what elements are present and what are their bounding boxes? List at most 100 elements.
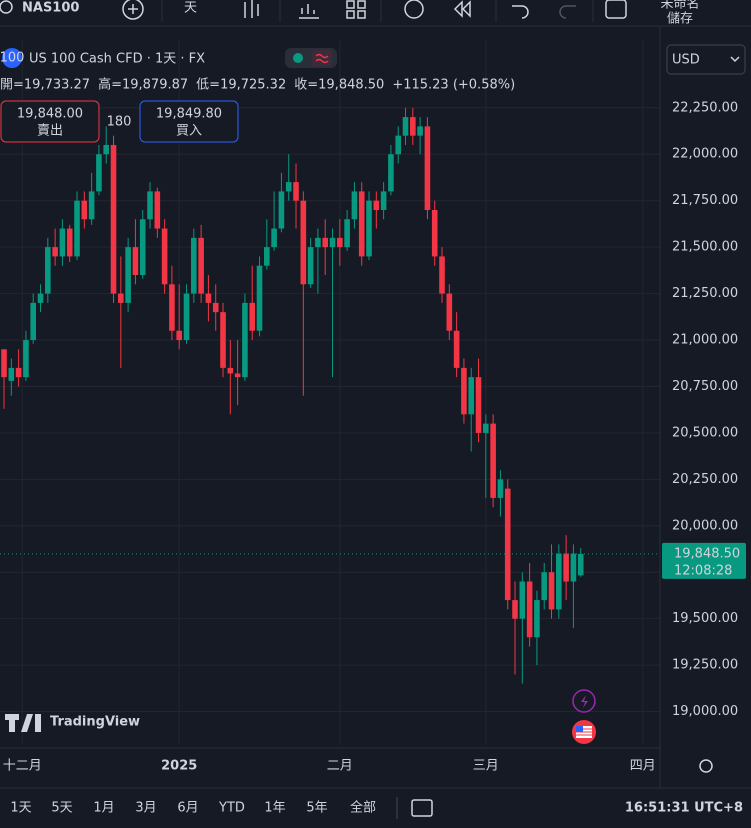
candle-body (8, 367, 15, 381)
range-button[interactable]: 5天 (51, 801, 72, 816)
candle-body (322, 237, 329, 248)
candle-body (45, 247, 51, 294)
range-button[interactable]: 1天 (10, 801, 31, 816)
indicators-icon[interactable] (299, 4, 319, 19)
candle-body (242, 302, 248, 378)
candle-body (52, 247, 58, 257)
candle-body (96, 154, 102, 192)
candle-body (315, 237, 321, 248)
candle-body (293, 182, 299, 201)
range-button[interactable]: 6月 (177, 801, 198, 816)
replay-icon[interactable] (453, 0, 471, 18)
sell-button[interactable] (0, 100, 100, 143)
settings-icon[interactable] (699, 759, 713, 773)
range-button[interactable]: 3月 (135, 801, 156, 816)
layout-icon[interactable] (346, 0, 355, 9)
candle-body (103, 144, 110, 155)
candle-body (563, 553, 569, 582)
ohlc-label: 低= (196, 78, 220, 93)
candle-body (358, 191, 365, 257)
candle-body (212, 302, 219, 313)
candle-body (183, 293, 190, 341)
date-range-icon[interactable] (411, 799, 433, 817)
interval[interactable]: 天 (184, 1, 197, 16)
symbol[interactable]: NAS100 (22, 1, 79, 16)
candle-body (264, 247, 270, 266)
y-tick-label: 20,500.00 (672, 425, 738, 440)
candle-body (570, 553, 577, 582)
candle-body (497, 479, 504, 498)
compare-button[interactable] (122, 0, 144, 20)
candle-body (15, 367, 22, 378)
last-price-badge (662, 542, 746, 579)
candle-body (118, 293, 124, 303)
plus-icon (128, 4, 138, 14)
legend: 100 US 100 Cash CFD · 1天 · FX USD 開= 19,7… (0, 44, 746, 93)
ohlc-value: 19,848.50 (318, 78, 384, 93)
candle-body (337, 237, 343, 248)
x-tick-label: 二月 (327, 759, 353, 774)
candle-body (351, 191, 358, 220)
candle-body (256, 265, 263, 331)
buy-button[interactable] (139, 100, 239, 143)
candle-body (227, 367, 234, 374)
candle-body (453, 330, 460, 368)
candle-body (344, 219, 350, 248)
y-tick-label: 20,000.00 (672, 518, 738, 533)
candle-body (154, 191, 161, 229)
candle-body (285, 182, 292, 192)
candle-body (519, 581, 526, 619)
watermark: TradingView (5, 714, 140, 732)
candle-body (512, 600, 518, 619)
search-icon[interactable] (0, 0, 13, 14)
candle-body (198, 237, 204, 294)
candle-body (373, 200, 380, 210)
layout-box[interactable] (605, 0, 627, 19)
y-tick-label: 21,000.00 (672, 333, 738, 348)
buy-label: 買入 (176, 124, 202, 139)
alert-icon[interactable] (404, 0, 424, 19)
range-button[interactable]: 5年 (306, 801, 327, 816)
plot-area: 19,000.0019,250.0019,500.0019,750.0020,0… (0, 27, 746, 788)
candle-body (176, 330, 183, 341)
x-tick-label: 十二月 (3, 759, 42, 774)
clock[interactable]: 16:51:31 UTC+8 (625, 801, 743, 816)
layout-icon (357, 0, 366, 9)
redo-icon (559, 5, 576, 19)
currency-select[interactable] (666, 44, 746, 75)
range-button[interactable]: 1月 (93, 801, 114, 816)
candle-body (161, 228, 168, 285)
delay-icon (315, 53, 329, 64)
candle-body (1, 349, 7, 378)
delay-badge (312, 50, 332, 66)
watermark-text: TradingView (50, 715, 140, 730)
chart-type-icon[interactable] (244, 0, 259, 18)
symbol-title[interactable]: US 100 Cash CFD · 1天 · FX (29, 52, 205, 67)
flag-canton (576, 726, 583, 732)
layout-name[interactable]: 未命名 (660, 0, 699, 12)
candle-body (329, 237, 336, 248)
candle-body (468, 377, 475, 415)
countdown: 12:08:28 (674, 563, 732, 578)
market-open-dot (293, 53, 303, 63)
candle-body (504, 488, 511, 601)
tv-logo (5, 714, 41, 732)
ohlc-value: 19,733.27 (24, 78, 90, 93)
candle-body (410, 117, 416, 136)
range-button[interactable]: YTD (218, 801, 245, 816)
range-button[interactable]: 1年 (264, 801, 285, 816)
lightning (581, 695, 588, 708)
candle-body (490, 423, 496, 498)
undo-icon[interactable] (512, 5, 529, 19)
range-button[interactable]: 全部 (350, 800, 376, 816)
candle-body (147, 191, 153, 220)
save-label[interactable]: 儲存 (667, 12, 693, 27)
y-tick-label: 22,250.00 (672, 100, 738, 115)
candle-body (424, 126, 431, 210)
y-tick-label: 21,500.00 (672, 240, 738, 255)
currency[interactable]: USD (672, 53, 700, 68)
candle-body (307, 247, 314, 285)
candle-body (483, 423, 489, 433)
